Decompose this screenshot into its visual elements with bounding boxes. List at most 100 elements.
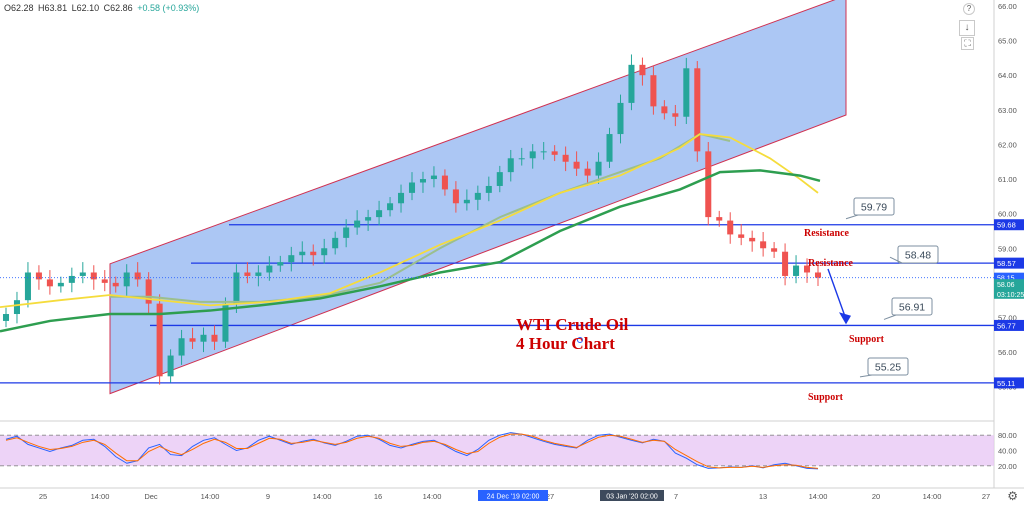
candle-body — [595, 161, 602, 176]
candle-body — [804, 265, 811, 273]
x-tick-label: 27 — [546, 492, 554, 501]
candle-body — [540, 151, 547, 153]
candle-body — [485, 185, 492, 193]
callout-value: 58.48 — [905, 250, 931, 262]
candle-body — [694, 68, 701, 152]
candle-body — [222, 303, 229, 342]
stochastic-band — [0, 435, 994, 466]
candle-body — [814, 272, 822, 278]
candle-body — [716, 217, 723, 221]
x-tick-label: 13 — [759, 492, 767, 501]
candle-body — [200, 334, 207, 342]
candle-body — [419, 179, 426, 183]
candle-body — [321, 248, 328, 256]
candle-body — [387, 203, 394, 211]
info-icon[interactable]: ? — [963, 3, 975, 15]
candle-body — [178, 338, 185, 356]
candle-body — [562, 154, 569, 162]
callout-value: 55.25 — [875, 362, 901, 374]
candle-body — [255, 272, 262, 276]
candle-body — [24, 272, 31, 301]
candle-body — [650, 75, 657, 107]
moving-average-slow — [0, 169, 821, 333]
price-axis-tag — [994, 377, 1024, 389]
candle-body — [332, 237, 339, 249]
candle-body — [771, 248, 778, 252]
candle-body — [156, 303, 163, 377]
candle-body — [299, 251, 306, 256]
y-tick-label: 59.00 — [998, 244, 1017, 253]
callout-box — [897, 245, 939, 264]
chart-title: WTI Crude Oil — [516, 315, 629, 334]
candle-body — [518, 158, 525, 160]
candle-body — [112, 282, 119, 287]
candle-body — [606, 134, 613, 162]
candle-body — [79, 272, 86, 276]
y-tick-label: 66.00 — [998, 2, 1017, 11]
candle-body — [46, 279, 53, 287]
stochastic-axis-label: 40.00 — [998, 447, 1017, 456]
candle-body — [343, 227, 350, 238]
price-axis-tag — [994, 288, 1024, 299]
candle-body — [683, 68, 690, 117]
candle-body — [782, 251, 789, 276]
y-tick-label: 56.00 — [998, 348, 1017, 357]
candle-body — [430, 175, 437, 180]
candle-body — [134, 272, 141, 280]
candle-body — [584, 168, 591, 176]
candle-body — [705, 151, 712, 218]
candle-body — [507, 158, 514, 173]
y-tick-label: 61.00 — [998, 175, 1017, 184]
level-label: Support — [808, 392, 844, 403]
scroll-to-latest-button[interactable]: ↓ — [959, 20, 975, 36]
candle-body — [90, 272, 97, 280]
y-tick-label: 62.00 — [998, 140, 1017, 149]
candle-body — [408, 182, 416, 193]
price-axis-tag — [994, 272, 1024, 283]
y-tick-label: 57.00 — [998, 313, 1017, 322]
candle-body — [749, 237, 756, 242]
candle-body — [628, 64, 635, 103]
callout-value: 56.91 — [899, 302, 925, 314]
candle-body — [376, 210, 383, 218]
x-tick-label: 7 — [674, 492, 678, 501]
candle-body — [661, 106, 668, 114]
candle-body — [474, 192, 481, 200]
price-axis — [994, 0, 1024, 505]
candle-body — [244, 272, 251, 276]
forecast-arrow-head — [839, 312, 851, 325]
candle-body — [496, 172, 503, 186]
ohlc-readout: O62.28 H63.81 L62.10 C62.86 +0.58 (+0.93… — [4, 3, 201, 13]
settings-gear-icon[interactable]: ⚙ — [1007, 489, 1018, 503]
x-tick-label: 14:00 — [201, 492, 220, 501]
candle-body — [672, 113, 679, 117]
x-tick-label: 14:00 — [809, 492, 828, 501]
candle-body — [167, 355, 174, 377]
candle-body — [68, 275, 75, 283]
moving-average-mid — [110, 132, 731, 303]
candle-body — [365, 217, 372, 221]
forecast-arrow — [827, 268, 847, 320]
ohlc-open: O62.28 — [4, 3, 34, 13]
fullscreen-icon[interactable]: ⛶ — [961, 37, 974, 50]
candle-body — [13, 300, 20, 315]
candle-body — [452, 189, 459, 204]
candle-body — [529, 151, 536, 159]
level-label: Support — [849, 334, 885, 345]
time-axis-highlight-label: 03 Jan '20 02:00 — [606, 494, 658, 501]
stochastic-d-line — [5, 433, 819, 469]
x-tick-label: 9 — [266, 492, 270, 501]
price-axis-tag — [994, 257, 1024, 269]
x-tick-label: 14:00 — [923, 492, 942, 501]
x-tick-label: 27 — [982, 492, 990, 501]
moving-average-fast — [0, 133, 819, 308]
x-tick-label: 14:00 — [91, 492, 110, 501]
candle-body — [551, 151, 558, 155]
candle-body — [573, 161, 580, 169]
candle-body — [398, 192, 405, 204]
price-axis-tag-label: 58.06 — [997, 282, 1015, 289]
candle-body — [211, 334, 218, 342]
candle-body — [793, 265, 800, 276]
stochastic-axis-label: 80.00 — [998, 431, 1017, 440]
